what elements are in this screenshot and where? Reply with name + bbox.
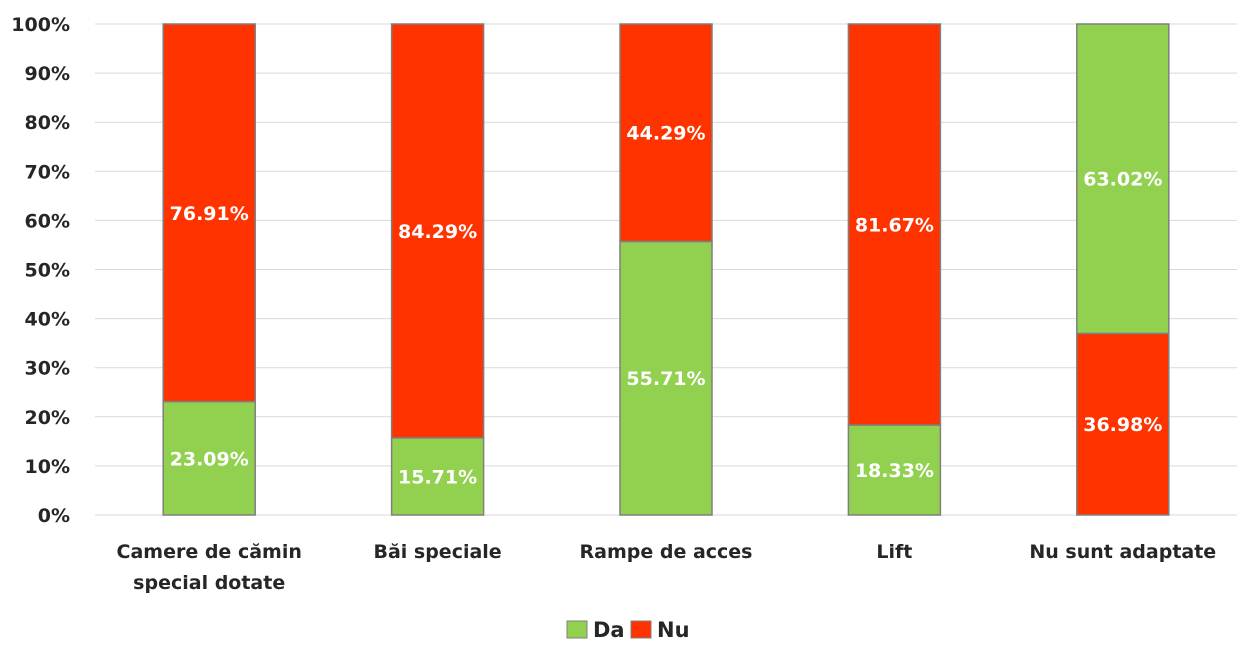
legend-label-nu: Nu — [657, 618, 690, 642]
data-label: 63.02% — [1083, 169, 1162, 191]
bar-segment-nu — [619, 23, 713, 243]
y-tick-label: 100% — [11, 14, 70, 36]
bar-segment-da — [162, 400, 256, 516]
data-label: 76.91% — [170, 203, 249, 225]
y-tick-label: 0% — [38, 505, 70, 527]
y-tick-label: 70% — [25, 161, 70, 183]
y-tick-label: 40% — [25, 309, 70, 331]
y-tick-label: 60% — [25, 210, 70, 232]
category-label: Lift — [876, 541, 912, 563]
y-axis-ticks: 0% 10% 20% 30% 40% 50% 60% 70% 80% 90% 100% — [11, 14, 70, 527]
data-labels: 23.09% 76.91% 15.71% 84.29% 55.71% 44.29% 18.3… — [170, 123, 1163, 489]
category-label: special dotate — [133, 572, 285, 594]
legend-label-da: Da — [593, 618, 625, 642]
y-tick-label: 20% — [25, 407, 70, 429]
bar-segment-nu — [162, 23, 256, 403]
y-tick-label: 90% — [25, 63, 70, 85]
data-label: 44.29% — [626, 123, 705, 145]
bars — [162, 23, 1170, 516]
category-label: Camere de cămin — [117, 541, 302, 563]
legend-swatch-da — [566, 620, 588, 639]
bar-segment-nu — [1076, 332, 1170, 516]
category-label: Rampe de acces — [580, 541, 753, 563]
data-label: 23.09% — [170, 448, 249, 470]
bar-segment-da — [619, 240, 713, 516]
legend-swatch-nu — [630, 620, 652, 639]
data-label: 36.98% — [1083, 414, 1162, 436]
x-axis-categories: Camere de cămin special dotate Băi special… — [117, 541, 1217, 594]
data-label: 81.67% — [855, 214, 934, 236]
category-label: Băi speciale — [373, 541, 501, 563]
bar-segment-nu — [847, 23, 942, 426]
data-label: 15.71% — [398, 466, 477, 488]
bar-segment-nu — [390, 23, 485, 439]
data-label: 84.29% — [398, 221, 477, 243]
y-tick-label: 50% — [25, 260, 70, 282]
bar-segment-da — [1076, 23, 1170, 335]
data-label: 18.33% — [855, 460, 934, 482]
y-tick-label: 30% — [25, 358, 70, 380]
legend: Da Nu — [566, 618, 690, 642]
data-label: 55.71% — [626, 368, 705, 390]
category-label: Nu sunt adaptate — [1029, 541, 1216, 563]
y-tick-label: 80% — [25, 112, 70, 134]
y-tick-label: 10% — [25, 456, 70, 478]
bar-segment-da — [390, 437, 485, 516]
